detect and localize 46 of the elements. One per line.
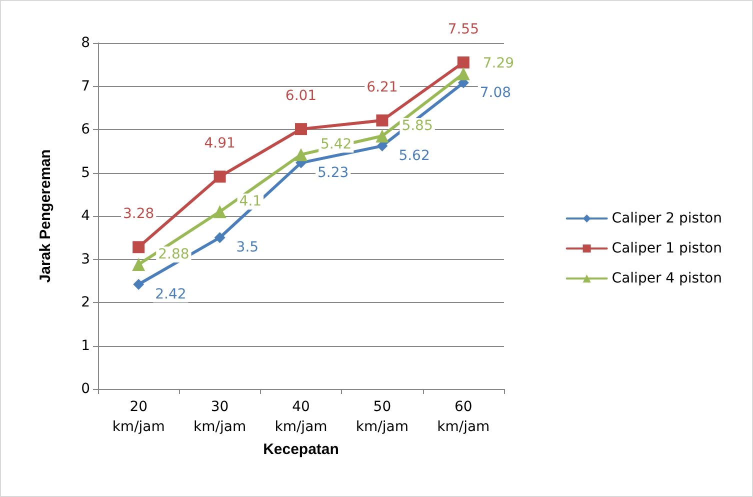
y-axis-title: Jarak Pengereman xyxy=(37,149,54,283)
data-label: 6.01 xyxy=(285,88,317,104)
data-label: 7.08 xyxy=(480,84,512,101)
data-label: 7.29 xyxy=(482,56,514,72)
data-label: 2.88 xyxy=(158,246,190,262)
x-tick-label: 20 km/jam xyxy=(112,399,165,435)
data-label: 4.1 xyxy=(239,194,262,210)
data-label: 5.85 xyxy=(402,118,433,134)
legend-label: Caliper 2 piston xyxy=(612,210,722,226)
x-tick-label: 50 km/jam xyxy=(356,399,408,435)
y-tick-label: 7 xyxy=(81,78,90,94)
point xyxy=(456,67,470,80)
data-label: 4.91 xyxy=(204,136,236,152)
data-label: 5.23 xyxy=(318,164,349,181)
y-tick-label: 5 xyxy=(81,164,90,181)
point xyxy=(295,123,307,136)
point xyxy=(133,278,144,290)
data-label: 6.21 xyxy=(366,79,398,96)
y-tick-label: 1 xyxy=(81,338,90,354)
y-tick-label: 6 xyxy=(81,122,90,138)
y-tick-label: 8 xyxy=(81,35,90,51)
data-label: 2.42 xyxy=(155,286,186,302)
x-tick-label: 40 km/jam xyxy=(274,399,328,435)
data-label: 5.42 xyxy=(320,136,352,153)
data-label: 7.55 xyxy=(448,21,479,38)
legend-label: Caliper 4 piston xyxy=(612,270,722,286)
point xyxy=(214,170,226,183)
data-label: 3.28 xyxy=(123,206,154,222)
point xyxy=(294,148,308,162)
point xyxy=(214,232,226,244)
data-label: 5.62 xyxy=(398,148,430,164)
x-tick-label: 60 km/jam xyxy=(437,399,490,435)
x-axis-title: Kecepatan xyxy=(263,440,339,458)
data-label: 3.5 xyxy=(236,240,259,256)
y-tick-label: 0 xyxy=(81,381,90,397)
point xyxy=(132,258,146,271)
y-tick-label: 4 xyxy=(81,208,90,224)
point xyxy=(376,114,388,126)
legend-label: Caliper 1 piston xyxy=(612,240,722,256)
point xyxy=(376,129,389,142)
y-tick-label: 2 xyxy=(81,294,90,310)
y-tick-label: 3 xyxy=(81,251,90,268)
point xyxy=(132,241,145,254)
x-tick-label: 30 km/jam xyxy=(194,399,246,435)
point xyxy=(457,56,470,68)
point xyxy=(213,205,226,218)
